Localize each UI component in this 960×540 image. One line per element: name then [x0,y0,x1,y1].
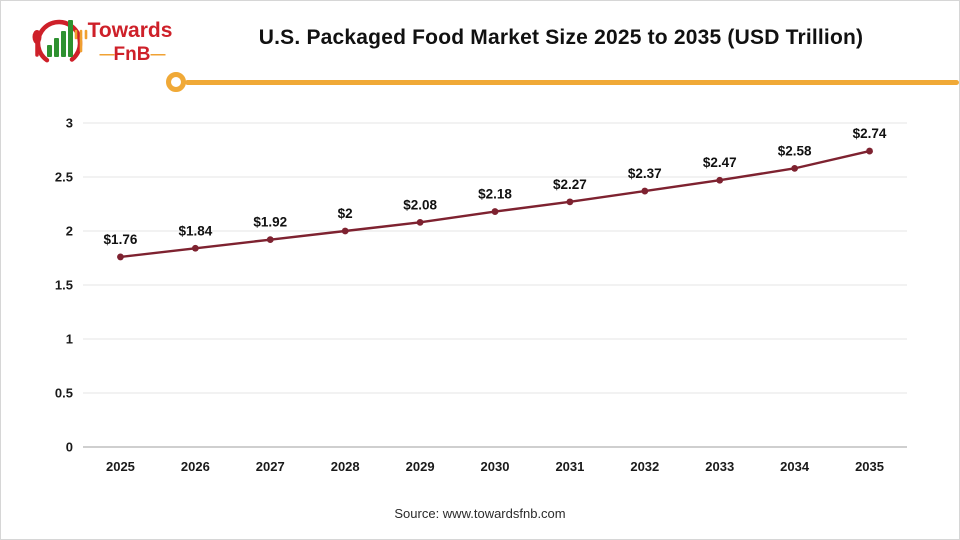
divider-ring-icon [166,72,186,92]
logo-fork-icon [74,29,88,53]
x-axis-tick-label: 2034 [780,459,810,474]
x-axis-tick-label: 2033 [705,459,734,474]
x-axis-tick-label: 2035 [855,459,884,474]
logo-text-towards: Towards [88,19,173,42]
data-point-label: $1.92 [253,215,287,230]
data-point [641,187,649,195]
data-point [866,147,873,155]
x-axis-tick-label: 2031 [555,459,584,474]
divider-line [185,80,959,85]
data-point [416,218,424,226]
y-axis-tick-label: 2.5 [55,170,73,185]
logo-text-fnb: FnB [114,44,151,65]
x-axis-tick-label: 2025 [106,459,135,474]
data-point [716,176,724,184]
logo-dash-left: — [100,46,115,63]
data-point [341,227,349,235]
data-point-label: $2 [338,206,353,221]
data-point-label: $2.27 [553,177,587,192]
page-title: U.S. Packaged Food Market Size 2025 to 2… [258,26,864,49]
data-point [491,208,499,215]
data-point-label: $2.58 [778,143,812,158]
logo-bar-chart-icon [47,20,73,57]
data-point [791,164,799,172]
y-axis-tick-label: 1.5 [55,278,73,293]
data-point-label: $2.47 [703,155,737,170]
data-point-label: $2.08 [403,197,437,212]
y-axis-tick-label: 2 [66,224,73,239]
y-axis-tick-label: 0 [66,440,73,455]
data-point [266,236,274,244]
y-axis-tick-label: 0.5 [55,386,73,401]
data-point [191,244,199,252]
data-point-label: $2.18 [478,187,512,202]
towards-fnb-logo: Towards — FnB — [32,19,173,67]
data-point-label: $2.37 [628,166,662,181]
x-axis-tick-label: 2028 [331,459,360,474]
data-point-label: $2.74 [853,126,887,141]
logo-spoon-icon [32,30,42,57]
logo-dash-right: — [151,46,166,63]
y-axis-tick-label: 1 [66,332,73,347]
series-line [119,149,871,259]
x-axis-tick-label: 2027 [256,459,285,474]
line-chart: 0 0.5 1 1.5 2 2.5 3 2025 2026 2027 2028 2029 2030 203… [55,116,907,474]
data-point-label: $1.76 [104,232,138,247]
source-text: Source: www.towardsfnb.com [394,506,566,521]
data-point [117,253,124,261]
data-point [566,198,574,206]
x-axis-tick-label: 2032 [630,459,659,474]
x-axis-tick-label: 2029 [406,459,435,474]
data-point-label: $1.84 [178,223,212,238]
chart-area: 0 0.5 1 1.5 2 2.5 3 2025 2026 2027 2028 2029 2030 203… [1,101,959,501]
y-axis-tick-label: 3 [66,116,73,131]
x-axis-tick-label: 2030 [481,459,510,474]
x-axis-tick-label: 2026 [181,459,210,474]
